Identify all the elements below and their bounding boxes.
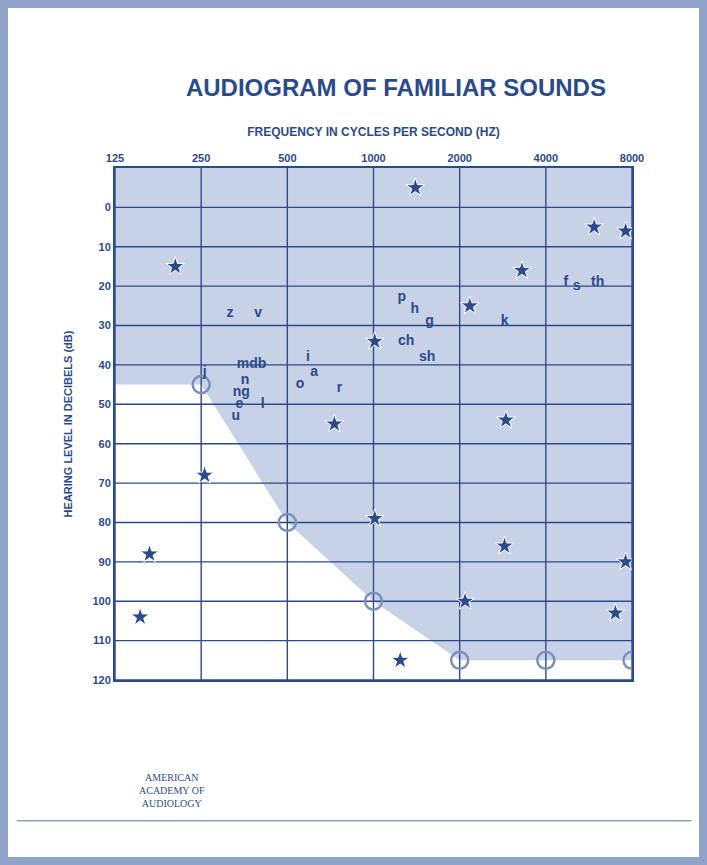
svg-text:8000: 8000 <box>620 152 644 164</box>
svg-text:g: g <box>425 312 434 328</box>
svg-text:l: l <box>261 395 265 411</box>
svg-text:1000: 1000 <box>361 152 385 164</box>
svg-text:40: 40 <box>99 359 111 371</box>
svg-text:30: 30 <box>99 319 111 331</box>
svg-text:50: 50 <box>99 398 111 410</box>
svg-text:a: a <box>310 363 318 379</box>
svg-text:o: o <box>296 375 305 391</box>
svg-text:250: 250 <box>192 152 210 164</box>
svg-text:500: 500 <box>278 152 296 164</box>
svg-text:r: r <box>337 379 343 395</box>
svg-text:60: 60 <box>99 438 111 450</box>
svg-text:z: z <box>226 304 233 320</box>
svg-text:100: 100 <box>92 595 110 607</box>
svg-text:v: v <box>254 304 262 320</box>
svg-text:ch: ch <box>398 332 414 348</box>
svg-text:90: 90 <box>99 556 111 568</box>
svg-text:mdb: mdb <box>237 355 267 371</box>
svg-text:e: e <box>235 395 243 411</box>
svg-text:70: 70 <box>99 477 111 489</box>
svg-text:ng: ng <box>233 383 250 399</box>
svg-text:s: s <box>573 277 581 293</box>
svg-text:p: p <box>397 288 406 304</box>
svg-text:sh: sh <box>419 348 435 364</box>
svg-text:125: 125 <box>106 152 124 164</box>
svg-text:120: 120 <box>92 674 110 686</box>
svg-text:f: f <box>564 273 569 289</box>
svg-text:u: u <box>231 407 240 423</box>
svg-text:4000: 4000 <box>534 152 558 164</box>
svg-text:0: 0 <box>105 201 111 213</box>
svg-text:th: th <box>591 273 604 289</box>
svg-text:n: n <box>241 371 250 387</box>
svg-text:80: 80 <box>99 516 111 528</box>
svg-text:i: i <box>306 348 310 364</box>
svg-text:110: 110 <box>93 634 111 646</box>
svg-text:k: k <box>501 312 509 328</box>
svg-text:20: 20 <box>99 280 111 292</box>
svg-text:AUDIOGRAM OF FAMILIAR SOUNDS: AUDIOGRAM OF FAMILIAR SOUNDS <box>186 74 606 101</box>
svg-text:j: j <box>202 363 207 379</box>
svg-text:AMERICANACADEMY OFAUDIOLOGY: AMERICANACADEMY OFAUDIOLOGY <box>139 772 205 809</box>
svg-text:h: h <box>411 300 420 316</box>
svg-text:FREQUENCY IN CYCLES PER SECOND: FREQUENCY IN CYCLES PER SECOND (HZ) <box>247 125 499 139</box>
svg-text:2000: 2000 <box>447 152 471 164</box>
svg-text:10: 10 <box>99 241 111 253</box>
svg-text:HEARING LEVEL IN DECIBELS (dB): HEARING LEVEL IN DECIBELS (dB) <box>62 330 74 517</box>
